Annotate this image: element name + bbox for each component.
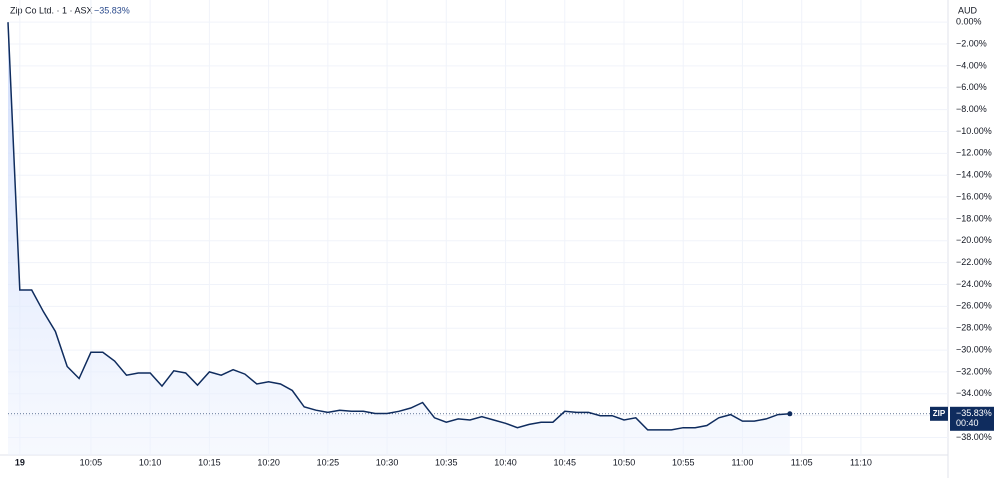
y-tick-label: −2.00% bbox=[956, 38, 987, 48]
x-tick-label: 10:30 bbox=[376, 457, 399, 467]
x-tick-label: 10:20 bbox=[257, 457, 280, 467]
y-tick-label: −8.00% bbox=[956, 104, 987, 114]
y-tick-label: −18.00% bbox=[956, 213, 992, 223]
y-tick-label: −12.00% bbox=[956, 148, 992, 158]
x-tick-label: 11:00 bbox=[732, 457, 754, 467]
y-tick-label: −20.00% bbox=[956, 235, 992, 245]
x-tick-label: 10:35 bbox=[435, 457, 458, 467]
currency: AUD bbox=[958, 5, 978, 15]
x-tick-label: 10:25 bbox=[317, 457, 340, 467]
x-tick-label: 10:10 bbox=[139, 457, 162, 467]
x-tick-label: 19 bbox=[15, 457, 25, 467]
x-tick-label: 10:45 bbox=[554, 457, 577, 467]
y-tick-label: −14.00% bbox=[956, 170, 992, 180]
price-label: −35.83% bbox=[956, 408, 992, 418]
y-tick-label: −22.00% bbox=[956, 257, 992, 267]
x-tick-label: 10:40 bbox=[494, 457, 517, 467]
x-tick-label: 10:50 bbox=[613, 457, 636, 467]
y-tick-label: −28.00% bbox=[956, 323, 992, 333]
y-tick-label: −26.00% bbox=[956, 301, 992, 311]
x-tick-label: 10:05 bbox=[80, 457, 103, 467]
header: Zip Co Ltd. · 1 · ASX bbox=[10, 5, 93, 15]
symbol-label: ZIP bbox=[933, 409, 946, 418]
y-tick-label: 0.00% bbox=[956, 17, 982, 27]
y-tick-label: −34.00% bbox=[956, 388, 992, 398]
x-tick-label: 11:05 bbox=[791, 457, 813, 467]
symbol-tag bbox=[930, 406, 948, 421]
y-tick-label: −10.00% bbox=[956, 126, 992, 136]
last-point bbox=[787, 411, 793, 417]
x-tick-label: 11:10 bbox=[850, 457, 872, 467]
y-tick-label: −30.00% bbox=[956, 344, 992, 354]
header-change: −35.83% bbox=[94, 5, 130, 15]
y-tick-label: −16.00% bbox=[956, 191, 992, 201]
y-tick-label: −38.00% bbox=[956, 432, 992, 442]
area bbox=[8, 22, 790, 455]
y-tick-label: −6.00% bbox=[956, 82, 987, 92]
countdown: 00:40 bbox=[956, 418, 979, 428]
x-tick-label: 10:15 bbox=[198, 457, 221, 467]
x-tick-label: 10:55 bbox=[672, 457, 695, 467]
y-tick-label: −32.00% bbox=[956, 366, 992, 376]
price-tag bbox=[950, 406, 994, 431]
y-tick-label: −24.00% bbox=[956, 279, 992, 289]
y-tick-label: −4.00% bbox=[956, 60, 987, 70]
line bbox=[7, 22, 790, 431]
